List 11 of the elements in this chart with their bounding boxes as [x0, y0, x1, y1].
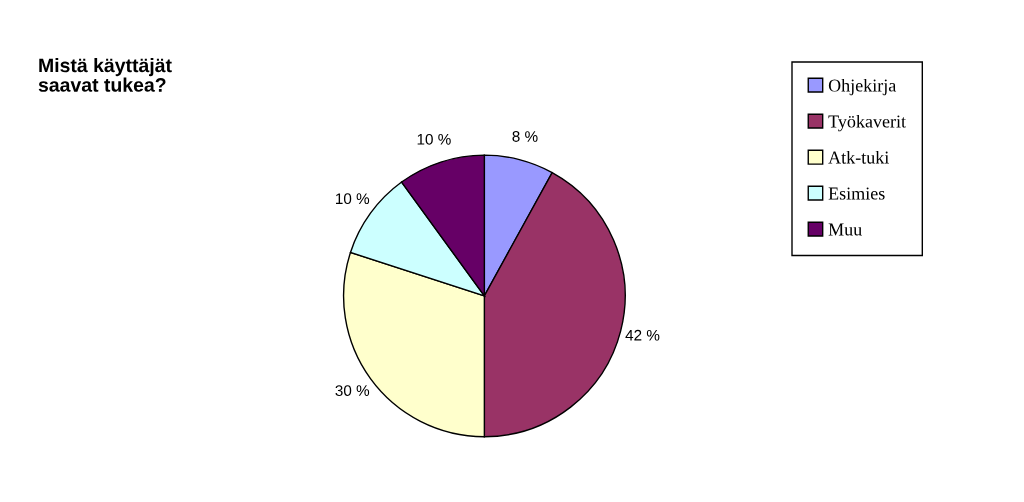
legend-label: Esimies: [828, 187, 885, 200]
data-label: 42 %: [625, 329, 660, 341]
legend-label: Ohjekirja: [828, 78, 897, 96]
data-label: 10 %: [336, 193, 370, 205]
data-label: 30 %: [335, 385, 370, 397]
legend-label: Atk-tuki: [828, 150, 889, 164]
text: Mistä käyttäjät saavat tukea?: [38, 58, 172, 92]
data-label: 8 %: [512, 131, 538, 142]
legend-label: Työkaverit: [828, 114, 906, 132]
data-label: 10 %: [417, 133, 451, 145]
legend-label: Muu: [828, 223, 862, 236]
